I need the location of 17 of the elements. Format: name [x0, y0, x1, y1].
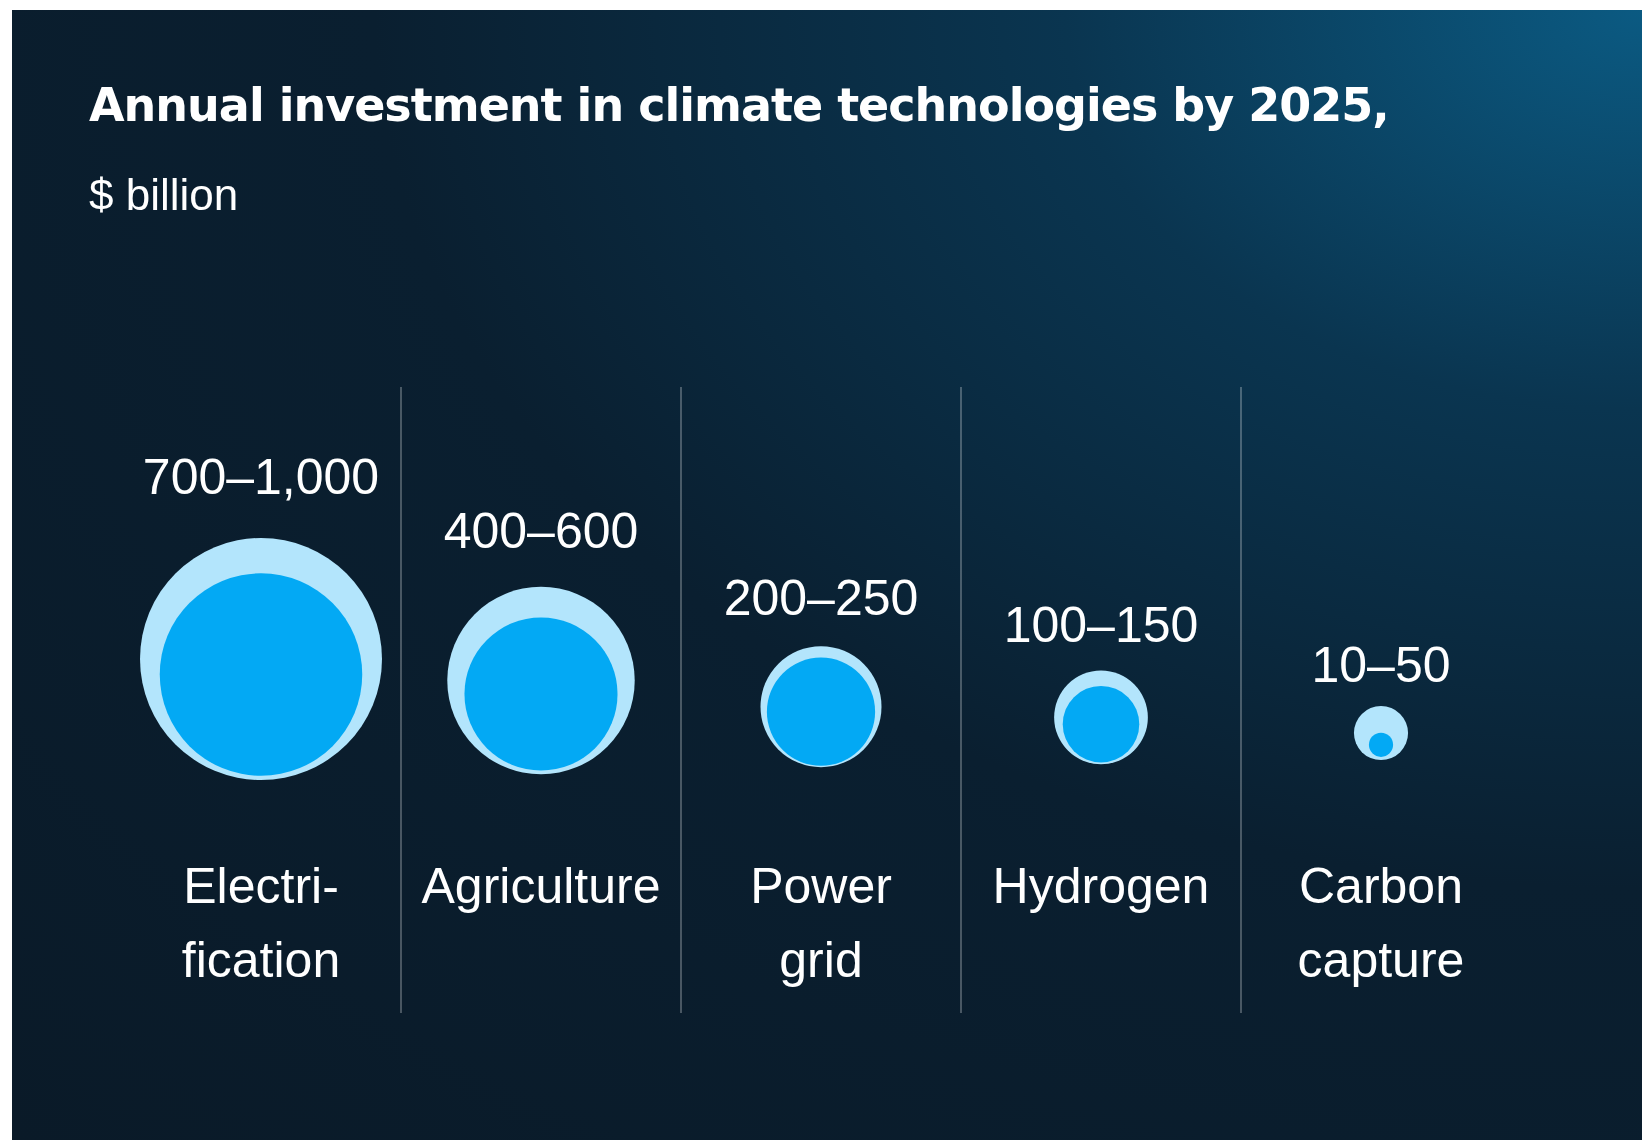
text: Annual investment in climate technologies by 2025, [89, 78, 1389, 132]
text: $ billion [89, 170, 239, 220]
data-label: 150 [1114, 597, 1199, 654]
category-label: Electri- fication [181, 857, 341, 988]
data-label: 1,000 [254, 448, 380, 505]
category-label: Agriculture [421, 857, 661, 914]
data-label: 700– [142, 448, 255, 505]
data-label: 600 [554, 503, 639, 560]
category-label: Hydrogen [992, 857, 1210, 914]
category-label: Carbon capture [1297, 857, 1465, 988]
data-label: 250 [834, 569, 919, 626]
data-label: 50 [1394, 636, 1451, 693]
data-label: 200– [723, 569, 836, 626]
data-label: 400– [443, 503, 556, 560]
data-label: 100– [1003, 597, 1116, 654]
data-label: 10– [1311, 636, 1396, 693]
category-label: Power grid [750, 857, 892, 988]
